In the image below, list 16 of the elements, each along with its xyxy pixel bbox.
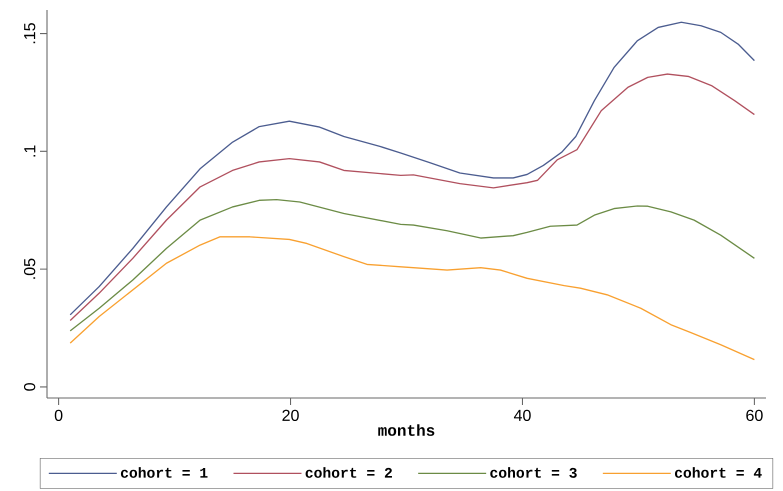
legend-label: cohort = 4 (674, 467, 762, 478)
legend-label: cohort = 3 (490, 467, 577, 478)
line-series (70, 198, 756, 332)
legend-label: cohort = 2 (306, 467, 392, 478)
y-tick-label: .05 (24, 258, 36, 279)
y-tick-label: .15 (24, 23, 36, 44)
x-tick-label: 20 (282, 410, 299, 422)
x-tick-label: 60 (746, 410, 763, 422)
y-tick-label: .1 (24, 145, 36, 157)
y-tick-label: 0 (24, 383, 36, 391)
x-axis-title: months (378, 424, 434, 436)
x-tick-label: 0 (54, 410, 62, 422)
line-series (70, 22, 756, 316)
legend-label: cohort = 1 (120, 467, 208, 478)
line-series (70, 73, 756, 322)
x-tick-label: 40 (514, 410, 531, 422)
